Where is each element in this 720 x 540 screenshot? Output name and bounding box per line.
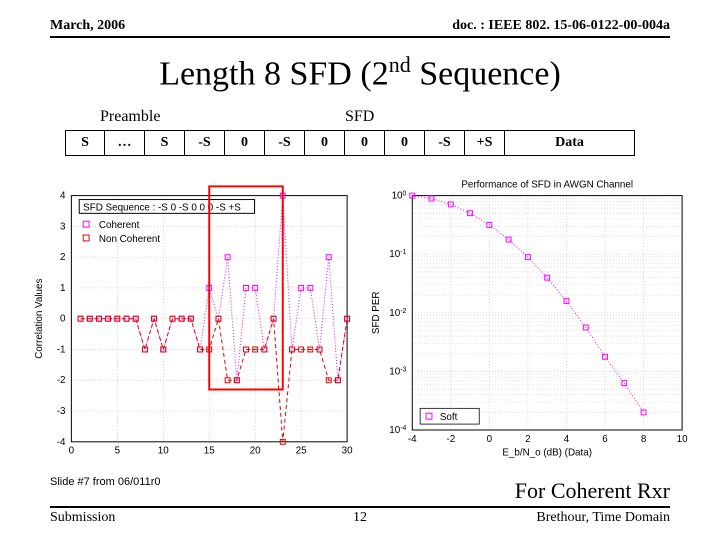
svg-text:1: 1 [60,283,65,294]
seq-cell-5: -S [265,130,305,156]
seq-cell-3: -S [185,130,225,156]
svg-text:2: 2 [60,252,65,263]
sfd-label: SFD [345,108,374,126]
svg-text:25: 25 [296,446,307,457]
svg-text:SFD Sequence : -S 0 -S 0 0 0 -: SFD Sequence : -S 0 -S 0 0 0 -S +S [83,202,241,213]
seq-cell-2: S [145,130,185,156]
svg-text:0: 0 [487,434,493,445]
footer-page-number: 12 [0,510,720,526]
svg-text:2: 2 [525,434,530,445]
svg-text:4: 4 [60,191,66,202]
svg-text:5: 5 [115,446,121,457]
seq-cell-7: 0 [345,130,385,156]
svg-text:4: 4 [564,434,570,445]
svg-text:15: 15 [204,446,215,457]
svg-text:10-1: 10-1 [389,249,406,261]
svg-text:-4: -4 [57,437,66,448]
sequence-row: S…S-S0-S000-S+SData [65,130,680,156]
svg-text:-4: -4 [408,434,417,445]
seq-cell-0: S [65,130,105,156]
svg-text:-3: -3 [57,406,66,417]
svg-text:10-4: 10-4 [389,424,406,436]
seq-cell-9: -S [425,130,465,156]
right-per-chart: -4 -2 0 2 4 6 8 10 100 10-1 10-2 10-3 10-4 Performanc… [365,170,690,470]
svg-text:8: 8 [641,434,647,445]
svg-text:-1: -1 [57,344,66,355]
svg-text:100: 100 [392,190,407,202]
svg-text:10-3: 10-3 [389,366,406,377]
svg-text:10-2: 10-2 [389,307,406,319]
coherent-rxr-label: For Coherent Rxr [515,478,670,504]
svg-text:10: 10 [677,434,688,445]
seq-cell-6: 0 [305,130,345,156]
svg-text:0: 0 [60,314,66,325]
page-title: Length 8 SFD (2nd Sequence) [0,52,720,93]
svg-text:30: 30 [342,446,353,457]
svg-text:-2: -2 [57,375,66,386]
left-correlation-chart: 0 5 10 15 20 25 30 -4 -3 -2 -1 0 1 2 3 4 Correlation Val… [30,170,355,470]
header-docno: doc. : IEEE 802. 15-06-0122-00-004a [452,18,670,34]
seq-cell-11: Data [505,130,635,156]
svg-text:Non Coherent: Non Coherent [99,234,160,245]
svg-text:-2: -2 [446,434,455,445]
svg-text:SFD PER: SFD PER [371,291,382,334]
svg-text:Correlation Values: Correlation Values [34,279,45,359]
slide-number-note: Slide #7 from 06/011r0 [50,476,160,488]
svg-text:6: 6 [602,434,608,445]
seq-cell-10: +S [465,130,505,156]
svg-text:Performance of SFD in AWGN Cha: Performance of SFD in AWGN Channel [461,180,633,191]
seq-cell-8: 0 [385,130,425,156]
preamble-label: Preamble [100,108,160,126]
header-date: March, 2006 [50,18,125,34]
svg-text:0: 0 [69,446,75,457]
seq-cell-4: 0 [225,130,265,156]
svg-text:10: 10 [158,446,169,457]
svg-text:Coherent: Coherent [99,220,140,231]
svg-text:3: 3 [60,221,66,232]
svg-text:E_b/N_o (dB) (Data): E_b/N_o (dB) (Data) [502,448,592,459]
svg-text:20: 20 [250,446,261,457]
seq-cell-1: … [105,130,145,156]
svg-text:Soft: Soft [440,412,458,423]
